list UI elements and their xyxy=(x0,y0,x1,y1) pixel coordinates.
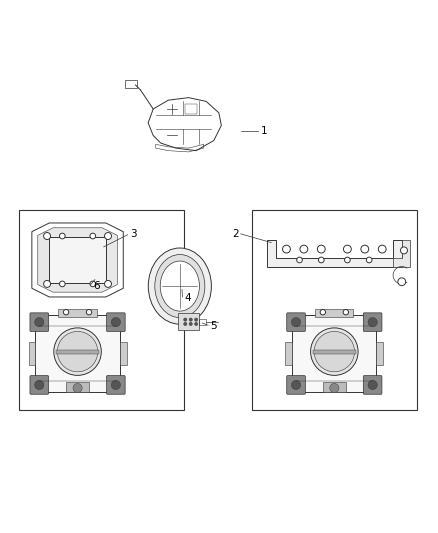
Circle shape xyxy=(57,332,98,372)
Bar xyxy=(199,319,206,325)
Text: 1: 1 xyxy=(260,126,267,136)
Circle shape xyxy=(291,318,300,327)
Circle shape xyxy=(184,322,187,326)
Circle shape xyxy=(35,381,44,390)
Text: 4: 4 xyxy=(184,293,191,303)
Polygon shape xyxy=(38,228,117,292)
FancyBboxPatch shape xyxy=(287,313,305,332)
Circle shape xyxy=(90,281,95,287)
Bar xyxy=(315,310,353,317)
Circle shape xyxy=(90,233,95,239)
Circle shape xyxy=(111,318,120,327)
Text: 3: 3 xyxy=(130,229,136,239)
Bar xyxy=(323,382,346,392)
Circle shape xyxy=(343,245,351,253)
Circle shape xyxy=(318,245,325,253)
Circle shape xyxy=(64,310,69,315)
Circle shape xyxy=(86,310,92,315)
FancyBboxPatch shape xyxy=(106,313,125,332)
Circle shape xyxy=(35,318,44,327)
Text: 2: 2 xyxy=(232,229,239,239)
Bar xyxy=(285,342,292,365)
Circle shape xyxy=(297,257,302,263)
Circle shape xyxy=(398,278,406,286)
Circle shape xyxy=(194,322,198,326)
Bar xyxy=(377,342,383,365)
Circle shape xyxy=(318,257,324,263)
Circle shape xyxy=(283,245,290,253)
Bar xyxy=(252,210,417,410)
FancyBboxPatch shape xyxy=(30,313,49,332)
Polygon shape xyxy=(267,240,402,266)
Text: 6: 6 xyxy=(93,281,99,291)
Circle shape xyxy=(54,328,101,375)
Circle shape xyxy=(73,383,82,393)
Bar xyxy=(185,104,198,114)
Bar xyxy=(49,237,106,283)
Circle shape xyxy=(400,247,407,254)
Circle shape xyxy=(184,318,187,321)
Ellipse shape xyxy=(155,255,205,318)
FancyBboxPatch shape xyxy=(106,376,125,394)
Bar xyxy=(58,310,97,317)
Bar xyxy=(66,382,89,392)
Circle shape xyxy=(368,381,377,390)
Bar xyxy=(19,210,184,410)
Circle shape xyxy=(105,232,112,239)
Circle shape xyxy=(320,310,325,315)
Circle shape xyxy=(366,257,372,263)
Circle shape xyxy=(300,245,308,253)
FancyBboxPatch shape xyxy=(30,376,49,394)
Circle shape xyxy=(194,318,198,321)
Circle shape xyxy=(189,318,192,321)
FancyBboxPatch shape xyxy=(287,376,305,394)
Circle shape xyxy=(111,381,120,390)
Polygon shape xyxy=(393,240,410,266)
Circle shape xyxy=(44,232,50,239)
Bar xyxy=(125,80,137,87)
Circle shape xyxy=(330,383,339,393)
Circle shape xyxy=(378,245,386,253)
Ellipse shape xyxy=(160,261,199,311)
FancyBboxPatch shape xyxy=(364,376,382,394)
Circle shape xyxy=(343,310,349,315)
Circle shape xyxy=(44,280,50,287)
Circle shape xyxy=(368,318,377,327)
Text: 5: 5 xyxy=(210,321,217,331)
Circle shape xyxy=(361,245,369,253)
Circle shape xyxy=(189,322,192,326)
Bar xyxy=(292,315,377,392)
Bar xyxy=(56,350,99,353)
Ellipse shape xyxy=(148,248,212,324)
FancyBboxPatch shape xyxy=(364,313,382,332)
Circle shape xyxy=(311,328,358,375)
Circle shape xyxy=(314,332,354,372)
Circle shape xyxy=(345,257,350,263)
Bar xyxy=(35,315,120,392)
Circle shape xyxy=(60,233,65,239)
Circle shape xyxy=(105,280,112,287)
Circle shape xyxy=(60,281,65,287)
Circle shape xyxy=(291,381,300,390)
Bar xyxy=(28,342,35,365)
Bar xyxy=(178,313,199,330)
Bar xyxy=(120,342,127,365)
Bar xyxy=(313,350,356,353)
